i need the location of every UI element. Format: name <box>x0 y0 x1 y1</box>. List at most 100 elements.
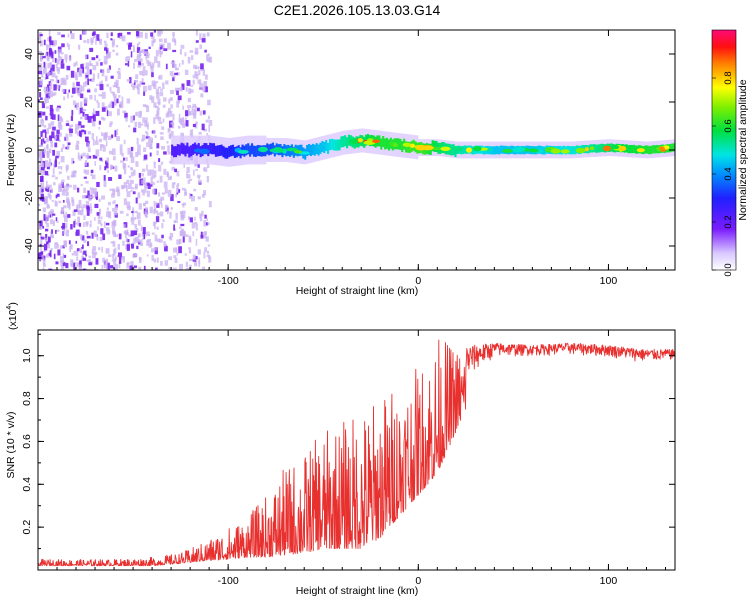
spectrogram-noise-cell <box>181 118 185 126</box>
spectrogram-noise-cell <box>40 239 43 245</box>
spectrogram-noise-cell <box>146 59 150 64</box>
spectrogram-noise-cell <box>42 225 45 229</box>
spectrogram-noise-cell <box>134 224 137 229</box>
spectrogram-noise-cell <box>84 195 89 199</box>
spectrogram-noise-cell <box>192 64 197 69</box>
spectrogram-ridge-cell <box>209 142 212 154</box>
spectrogram-noise-cell <box>96 99 99 104</box>
spectrogram-noise-cell <box>132 210 134 217</box>
spectrogram-noise-cell <box>47 161 52 168</box>
spectrogram-noise-cell <box>91 132 94 140</box>
spectrogram-noise-cell <box>156 257 159 263</box>
spectrogram-noise-cell <box>141 82 146 85</box>
spectrogram-noise-cell <box>162 82 165 90</box>
spectrogram-noise-cell <box>145 200 149 205</box>
spectrogram-noise-cell <box>205 236 209 242</box>
spectrogram-noise-cell <box>165 243 167 246</box>
spectrogram-ridge-cell <box>380 138 383 150</box>
spectrogram-noise-cell <box>115 189 120 192</box>
spectrogram-peak-cell <box>502 149 513 153</box>
spectrogram-noise-cell <box>61 182 64 188</box>
spectrogram-noise-cell <box>113 94 117 98</box>
spectrogram-noise-cell <box>208 200 212 208</box>
spectrogram-noise-cell <box>133 238 137 242</box>
spectrogram-noise-cell <box>206 163 210 168</box>
spectrogram-noise-cell <box>89 203 92 208</box>
spectrogram-noise-cell <box>150 139 153 146</box>
spectrogram-noise-cell <box>91 115 94 119</box>
spectrogram-noise-cell <box>60 181 64 185</box>
colorbar-tick-label: 0.8 <box>723 71 734 84</box>
spectrogram-noise-cell <box>184 189 187 196</box>
spectrogram-noise-cell <box>98 198 101 202</box>
spectrogram-noise-cell <box>156 226 159 230</box>
spectrogram-noise-cell <box>164 260 169 266</box>
spectrogram-noise-cell <box>98 39 102 43</box>
spectrogram-ridge-cell <box>268 144 271 156</box>
spectrogram-noise-cell <box>73 250 76 254</box>
spectrogram-noise-cell <box>160 196 165 201</box>
spectrogram-noise-cell <box>189 84 194 87</box>
spectrogram-noise-cell <box>155 88 160 94</box>
spectrogram-noise-cell <box>197 196 201 200</box>
spectrogram-noise-cell <box>184 234 189 237</box>
spectrogram-noise-cell <box>65 58 68 63</box>
spectrogram-noise-cell <box>173 220 176 224</box>
spectrogram-noise-cell <box>110 164 114 169</box>
spectrogram-noise-cell <box>94 88 97 93</box>
spectrogram-noise-cell <box>191 106 194 110</box>
spectrogram-ridge-cell <box>671 143 674 152</box>
spectrogram-noise-cell <box>50 162 53 166</box>
spectrogram-noise-cell <box>92 139 95 146</box>
spectrogram-noise-cell <box>206 54 209 61</box>
spectrogram-noise-cell <box>87 155 92 159</box>
spectrogram-noise-cell <box>121 35 126 42</box>
spectrogram-noise-cell <box>81 85 85 92</box>
spectrogram-noise-cell <box>68 184 72 188</box>
spectrogram-noise-cell <box>44 215 48 221</box>
spectrogram-noise-cell <box>159 198 163 205</box>
spectrogram-noise-cell <box>145 117 148 123</box>
spectrogram-noise-cell <box>194 105 197 113</box>
spectrogram-noise-cell <box>153 131 155 135</box>
spectrogram-noise-cell <box>83 30 87 35</box>
spectrogram-noise-cell <box>42 207 46 213</box>
spectrogram-ridge-cell <box>498 146 501 155</box>
spectrogram-noise-cell <box>102 117 106 121</box>
spectrogram-peak-cell <box>619 145 627 151</box>
spectrogram-noise-cell <box>82 222 85 228</box>
spectrogram-noise-cell <box>157 86 161 89</box>
spectrogram-noise-cell <box>39 232 43 239</box>
spectrogram-noise-cell <box>72 170 77 178</box>
spectrogram-noise-cell <box>192 113 197 119</box>
spectrogram-noise-cell <box>83 187 86 194</box>
spectrogram-noise-cell <box>79 205 82 209</box>
spectrogram-y-axis-label: Frequency (Hz) <box>5 114 17 186</box>
spectrogram-noise-cell <box>40 193 44 201</box>
spectrogram-noise-cell <box>78 84 82 91</box>
spectrogram-noise-cell <box>203 129 206 132</box>
spectrogram-noise-cell <box>181 83 185 90</box>
spectrogram-noise-cell <box>96 136 98 141</box>
spectrogram-noise-cell <box>79 248 83 253</box>
spectrogram-noise-cell <box>206 250 210 254</box>
spectrogram-noise-cell <box>96 181 100 188</box>
spectrogram-noise-cell <box>99 157 103 161</box>
spectrogram-noise-cell <box>55 217 58 222</box>
spectrogram-noise-cell <box>129 150 133 158</box>
spectrogram-noise-cell <box>69 246 72 252</box>
spectrogram-noise-cell <box>40 119 45 127</box>
spectrogram-peak-cell <box>198 148 210 155</box>
spectrogram-ridge-cell <box>309 144 313 157</box>
spectrogram-noise-cell <box>74 250 79 256</box>
spectrogram-noise-cell <box>115 79 119 84</box>
spectrogram-noise-cell <box>57 249 61 256</box>
spectrogram-noise-cell <box>64 136 66 141</box>
spectrogram-noise-cell <box>77 67 80 73</box>
spectrogram-noise-cell <box>62 200 65 203</box>
spectrogram-noise-cell <box>101 246 104 253</box>
spectrogram-ridge-cell <box>340 136 343 148</box>
spectrogram-noise-cell <box>83 82 87 87</box>
spectrogram-noise-cell <box>128 175 132 179</box>
spectrogram-noise-cell <box>145 211 148 218</box>
